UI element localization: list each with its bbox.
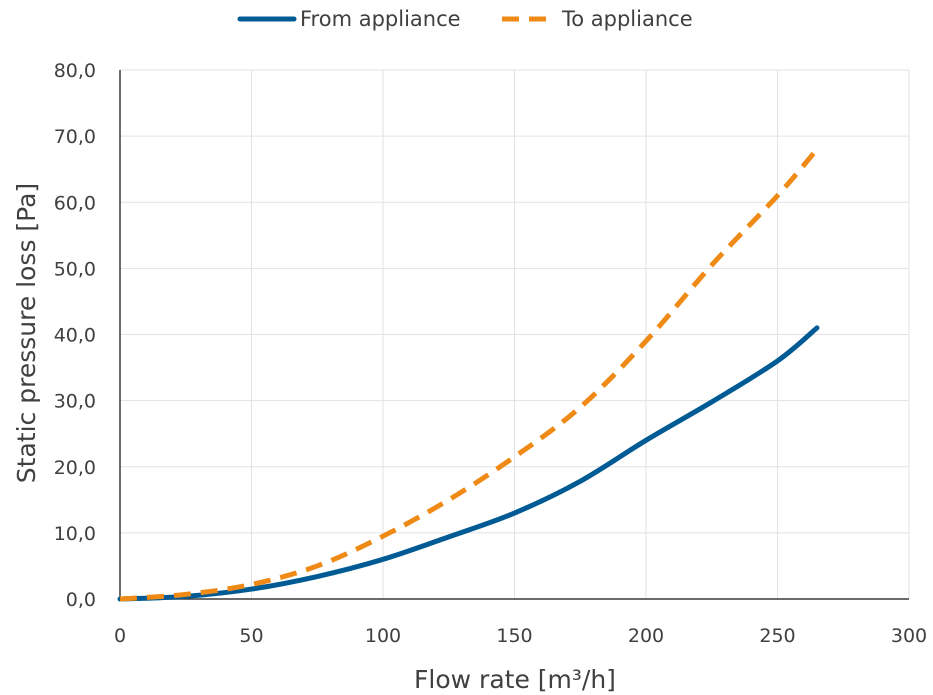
- series-line-from-appliance: [117, 325, 820, 602]
- x-tick-label: 100: [365, 625, 401, 647]
- legend-label-to-appliance: To appliance: [561, 7, 693, 31]
- y-tick-label: 10,0: [54, 523, 96, 545]
- y-tick-label: 40,0: [54, 325, 96, 347]
- x-tick-label: 150: [496, 625, 532, 647]
- grid-lines: [120, 69, 910, 599]
- x-axis-title: Flow rate [m³/h]: [414, 665, 616, 694]
- y-tick-label: 50,0: [54, 258, 96, 280]
- x-tick-label: 200: [628, 625, 664, 647]
- axes: [119, 70, 909, 600]
- y-tick-label: 60,0: [54, 192, 96, 214]
- legend-item-to-appliance: To appliance: [502, 7, 693, 31]
- legend: From appliance To appliance: [237, 7, 693, 31]
- legend-label-from-appliance: From appliance: [300, 7, 461, 31]
- tick-labels: 0 50 100 150 200 250 300 0,0 10,0 20,0 30,0 40,0 50,…: [54, 60, 927, 647]
- y-tick-label: 20,0: [54, 457, 96, 479]
- x-tick-label: 50: [239, 625, 263, 647]
- x-tick-label: 250: [759, 625, 795, 647]
- series-line-to-appliance: [119, 147, 819, 602]
- y-tick-label: 0,0: [66, 589, 96, 611]
- x-tick-label: 0: [114, 625, 126, 647]
- y-axis-title: Static pressure loss [Pa]: [12, 183, 41, 483]
- y-tick-label: 70,0: [54, 126, 96, 148]
- y-tick-label: 80,0: [54, 60, 96, 82]
- x-tick-label: 300: [891, 625, 927, 647]
- legend-item-from-appliance: From appliance: [237, 7, 461, 31]
- y-tick-label: 30,0: [54, 391, 96, 413]
- data-series: [117, 147, 820, 602]
